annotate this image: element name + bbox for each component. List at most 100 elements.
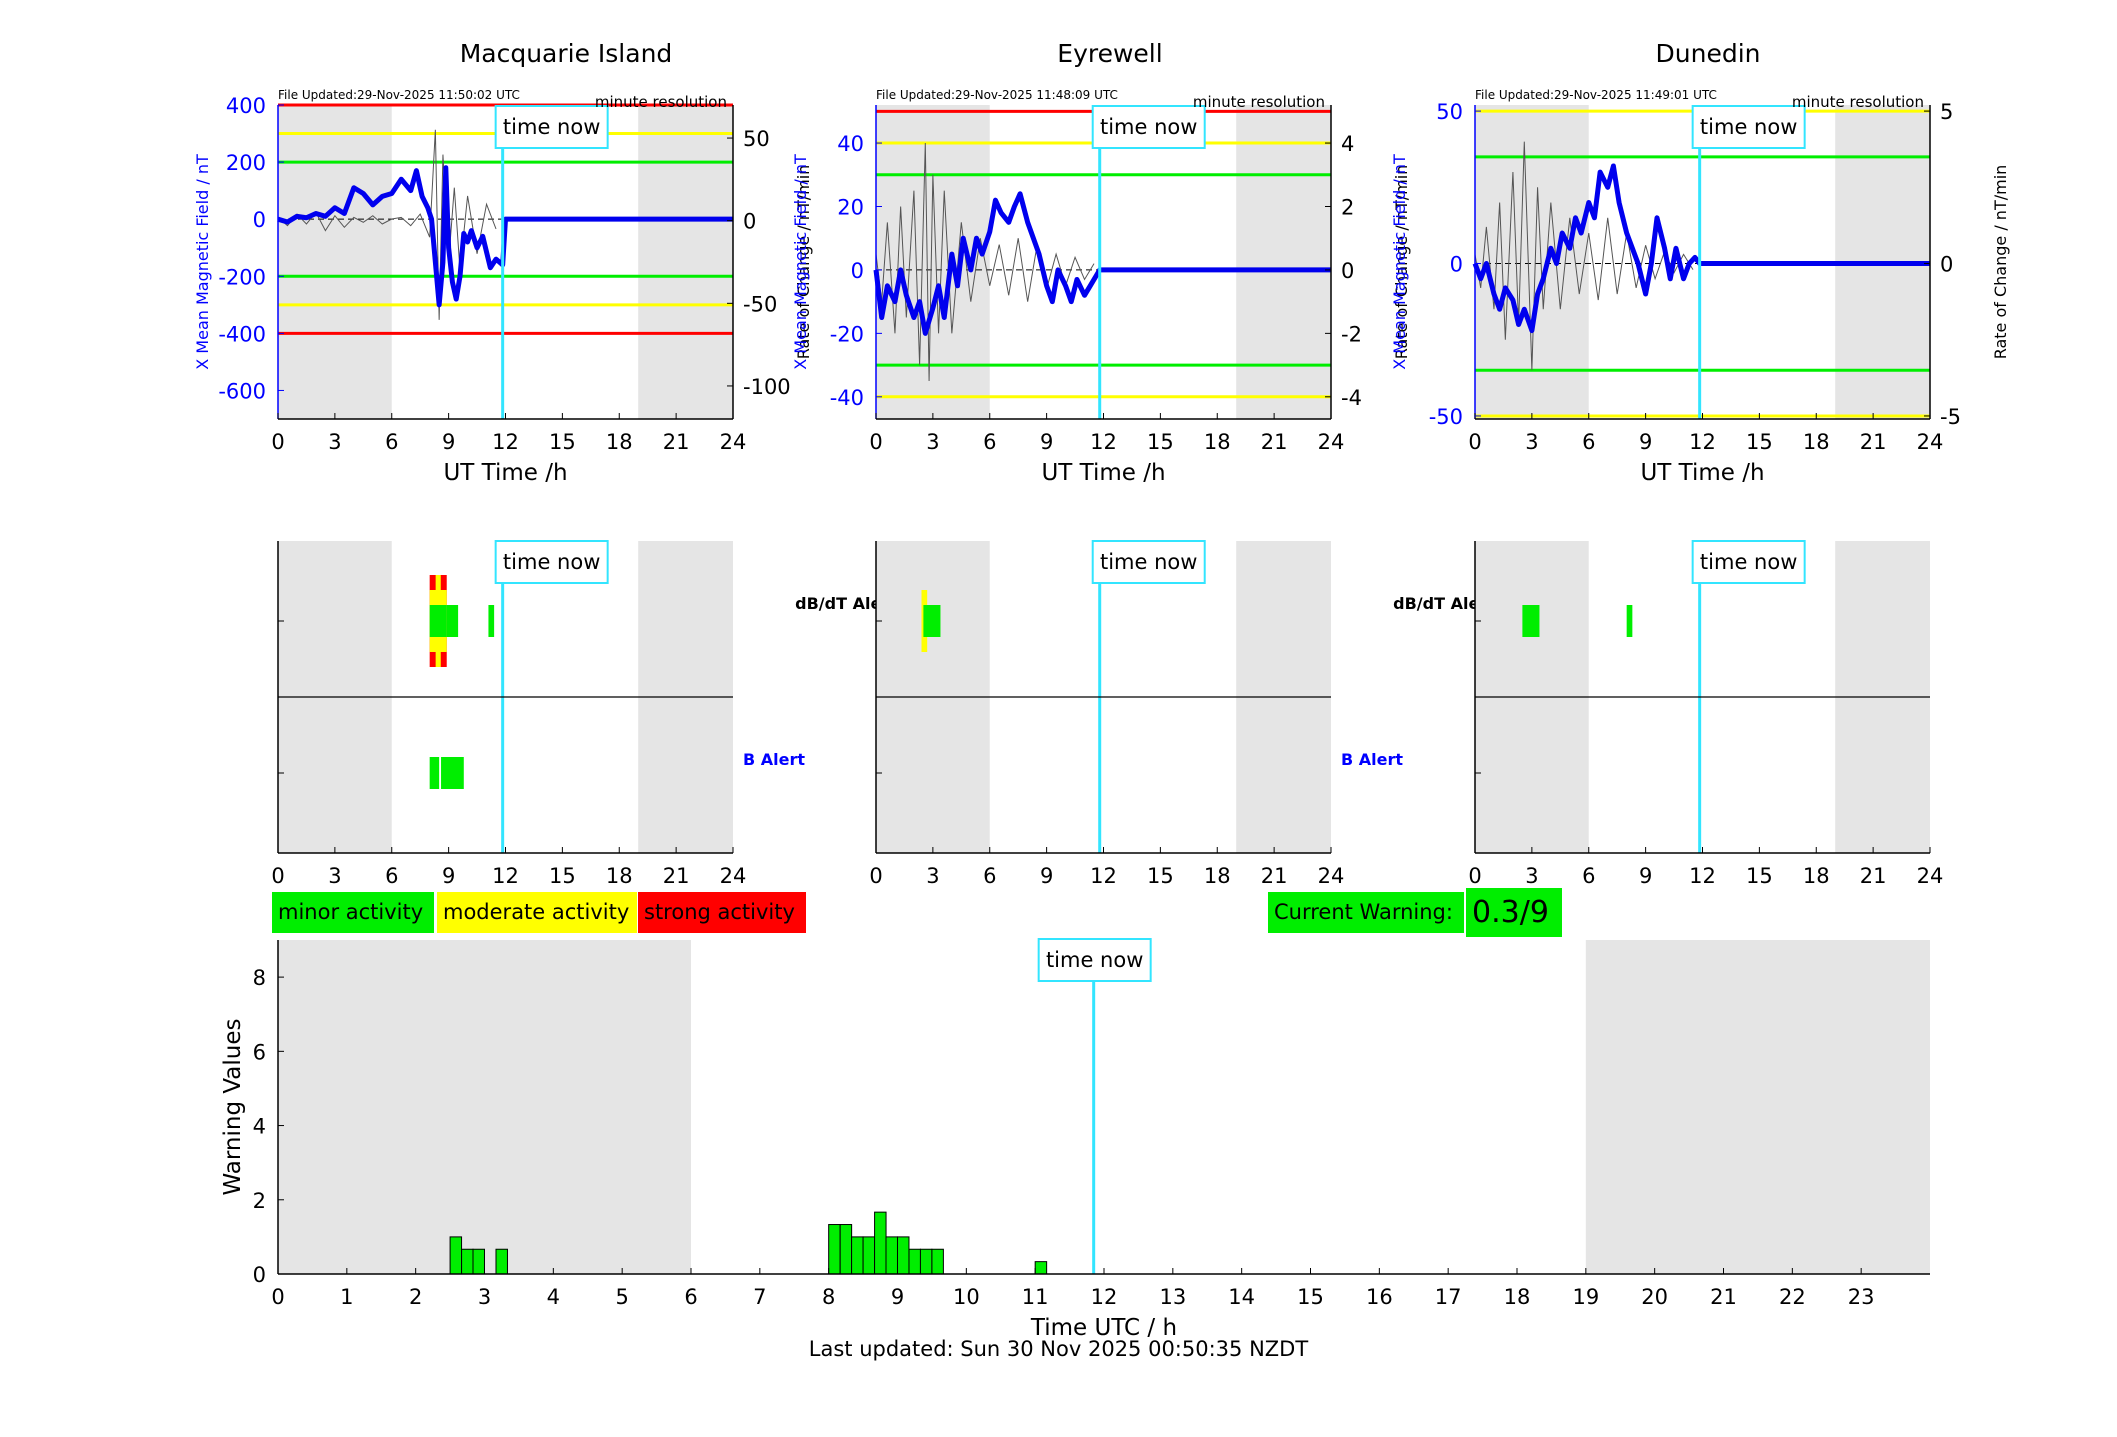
y-left-axis-label: X Mean Magnetic Field / nT: [791, 154, 810, 370]
x-tick-label: 3: [328, 430, 341, 454]
b-alert-label: B Alert: [743, 750, 805, 769]
x-tick-label: 0: [1468, 430, 1481, 454]
y-right-tick-label: -4: [1341, 386, 1362, 410]
x-tick-label: 14: [1228, 1285, 1255, 1309]
x-tick-label: 2: [409, 1285, 422, 1309]
y-right-tick-label: -5: [1940, 405, 1961, 429]
time-now-box: [1037, 938, 1152, 982]
x-tick-label: 9: [1040, 864, 1053, 888]
magnetic-field-series: [1472, 163, 1930, 334]
x-tick-label: 21: [1261, 864, 1288, 888]
dbdt-alert-green: [923, 605, 941, 637]
x-tick-label: 6: [385, 864, 398, 888]
warning-bar: [449, 1236, 463, 1275]
y-left-tick-label: -600: [218, 379, 266, 403]
x-tick-label: 20: [1641, 1285, 1668, 1309]
x-tick-label: 7: [753, 1285, 766, 1309]
time-now-box: [1091, 540, 1206, 584]
y-left-tick-label: -50: [1429, 405, 1463, 429]
x-tick-label: 0: [271, 864, 284, 888]
warning-bar: [862, 1236, 876, 1275]
magnetic-field-series: [277, 165, 733, 308]
warning-bar: [897, 1236, 910, 1275]
station-title: Eyrewell: [1057, 39, 1162, 68]
y-left-tick-label: 200: [226, 151, 266, 175]
x-tick-label: 21: [663, 430, 690, 454]
x-tick-label: 6: [983, 430, 996, 454]
x-tick-label: 13: [1159, 1285, 1186, 1309]
y-right-tick-label: 2: [1341, 195, 1354, 219]
alert-panel-2: time now 0 3 6 9 12 15 18 21 24 dB/dT Alert B Alert: [869, 540, 1495, 888]
warning-bar: [885, 1236, 898, 1275]
resolution-label: minute resolution: [1792, 93, 1924, 111]
x-tick-label: 18: [1803, 430, 1830, 454]
x-tick-label: 18: [1204, 864, 1231, 888]
time-now-label: time now: [1700, 550, 1797, 574]
y-left-tick-label: 0: [253, 208, 266, 232]
night-shade: [278, 105, 392, 419]
x-tick-label: 0: [1468, 864, 1481, 888]
x-tick-label: 19: [1572, 1285, 1599, 1309]
dbdt-alert-green: [488, 605, 495, 637]
x-tick-label: 12: [492, 430, 519, 454]
magnetic-field-series: [873, 191, 1331, 336]
x-tick-label: 24: [720, 864, 747, 888]
x-tick-label: 6: [385, 430, 398, 454]
time-now-box: [1691, 105, 1806, 149]
time-now-label: time now: [1100, 550, 1197, 574]
last-updated: Last updated: Sun 30 Nov 2025 00:50:35 N…: [808, 1337, 1309, 1361]
b-alert-green: [429, 757, 440, 789]
x-tick-label: 3: [478, 1285, 491, 1309]
x-tick-label: 8: [822, 1285, 835, 1309]
x-tick-label: 18: [1803, 864, 1830, 888]
resolution-label: minute resolution: [595, 93, 727, 111]
b-alert-green: [441, 757, 464, 789]
x-tick-label: 24: [1318, 430, 1345, 454]
y-right-tick-label: 0: [1341, 259, 1354, 283]
night-shade: [278, 940, 691, 1274]
warning-bar: [461, 1248, 474, 1275]
y-tick-label: 0: [253, 1263, 266, 1287]
x-axis-label: UT Time /h: [1041, 460, 1165, 486]
y-tick-label: 8: [253, 966, 266, 990]
x-axis-label: UT Time /h: [1640, 460, 1764, 486]
time-now-box: [494, 540, 609, 584]
warning-bar: [472, 1248, 485, 1275]
warning-bar: [495, 1248, 508, 1275]
x-tick-label: 21: [1710, 1285, 1737, 1309]
warning-bar: [828, 1224, 841, 1275]
x-tick-label: 21: [1860, 864, 1887, 888]
y-right-tick-label: -2: [1341, 322, 1362, 346]
x-tick-label: 10: [953, 1285, 980, 1309]
x-tick-label: 12: [492, 864, 519, 888]
time-now-label: time now: [1046, 948, 1143, 972]
y-left-tick-label: -200: [218, 265, 266, 289]
x-tick-label: 3: [1525, 864, 1538, 888]
y-right-tick-label: 5: [1940, 100, 1953, 124]
night-shade: [1475, 105, 1589, 419]
warning-bar: [919, 1248, 933, 1275]
y-tick-label: 6: [253, 1040, 266, 1064]
x-tick-label: 21: [1261, 430, 1288, 454]
x-tick-label: 24: [720, 430, 747, 454]
x-tick-label: 15: [1147, 864, 1174, 888]
legend-moderate-activity: moderate activity: [437, 892, 637, 933]
x-tick-label: 6: [1582, 864, 1595, 888]
y-right-tick-label: 4: [1341, 132, 1354, 156]
time-now-label: time now: [1100, 115, 1197, 139]
x-tick-label: 15: [549, 430, 576, 454]
dbdt-alert-green: [429, 605, 447, 637]
x-tick-label: 24: [1318, 864, 1345, 888]
x-tick-label: 3: [1525, 430, 1538, 454]
legend-strong-activity: strong activity: [638, 892, 806, 933]
warning-bar: [931, 1248, 944, 1275]
x-tick-label: 12: [1689, 430, 1716, 454]
x-tick-label: 0: [869, 864, 882, 888]
dbdt-alert-green: [446, 605, 459, 637]
night-shade: [1236, 105, 1331, 419]
x-tick-label: 16: [1366, 1285, 1393, 1309]
x-tick-label: 12: [1090, 430, 1117, 454]
